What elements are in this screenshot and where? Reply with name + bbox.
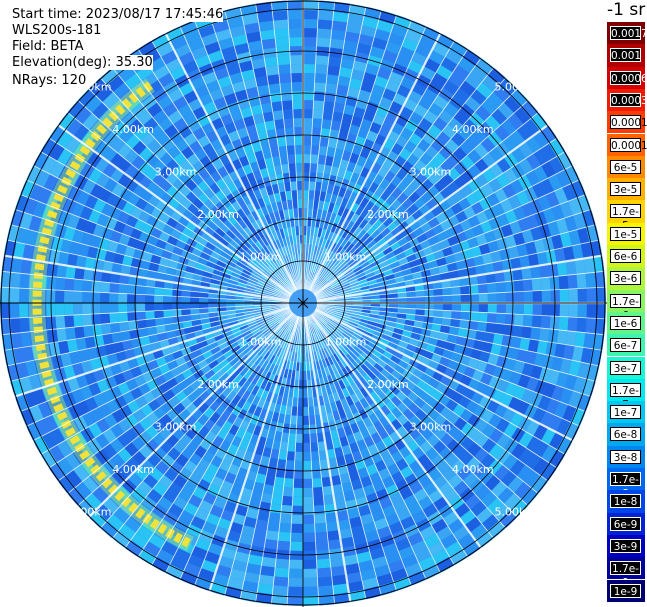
aerosol-layer-arc [29,78,194,552]
colorbar-tick-label: 1e-7 [610,405,641,420]
colorbar-swatch: 1e-9 [607,579,645,602]
range-ring-label: 3.00km [155,420,197,433]
colorbar-swatch: 0.0001 [607,133,647,156]
colorbar-swatch: 1e-6 [607,311,645,335]
colorbar-swatch: 3e-5 [607,178,645,201]
colorbar-tick-label: 6e-7 [610,338,641,353]
colorbar-tick-label: 0.0017 [610,26,647,40]
colorbar-tick-label: 6e-5 [610,159,641,174]
colorbar-tick-label: 1e-6 [610,315,641,330]
aerosol-band [32,81,193,549]
colorbar-swatch: 1.7e-6 [607,289,645,322]
range-ring-label: 1.00km [325,251,367,264]
range-ring-labels: 1.00km 1.00km 1.00km 1.00km 2.00km 2.00km 2.00… [70,81,536,519]
colorbar-swatch: 0.0006 [607,66,647,89]
range-ring-label: 4.00km [112,463,154,476]
range-ring-label: 1.00km [325,336,367,349]
range-ring-label: 2.00km [367,208,409,221]
range-ring-label: 1.00km [240,251,282,264]
colorbar-tick-label: 3e-9 [610,538,641,553]
colorbar-swatch: 3e-7 [607,356,645,379]
colorbar-tick-label: 1e-9 [610,583,641,598]
colorbar-swatch: 1e-5 [607,222,645,245]
colorbar-swatch: 6e-5 [607,155,645,179]
colorbar-tick-label: 0.0006 [610,70,647,85]
range-ring-label: 4.00km [452,123,494,136]
colorbar-swatch: 0.0017 [607,22,647,45]
colorbar-tick-label: 3e-6 [610,271,641,286]
colorbar-tick-label: 1.7e-8 [610,472,641,500]
colorbar-tick-label: 1e-8 [610,494,641,509]
colorbar-unit-label: -1 sr [607,0,646,20]
start-time-text: Start time: 2023/08/17 17:45:46 [12,7,224,22]
colorbar-swatch: 6e-7 [607,334,645,357]
colorbar-tick-label: 6e-6 [610,249,641,263]
colorbar-tick-label: 6e-9 [610,516,641,531]
range-ring-label: 3.00km [155,166,197,179]
colorbar-tick-label: 1.7e-6 [610,293,641,322]
colorbar-tick-label: 3e-5 [610,182,641,197]
colorbar-swatch: 1.7e-5 [607,200,645,232]
colorbar-swatch: 0.00017 [607,111,647,134]
instrument-id-text: WLS200s-181 [12,23,102,38]
colorbar-swatch: 0.001 [607,44,645,67]
range-ring-label: 4.00km [112,123,154,136]
colorbar-swatch: 6e-6 [607,245,645,268]
range-ring-label: 2.00km [197,378,239,391]
range-ring-label: 3.00km [410,420,452,433]
nrays-text: NRays: 120 [12,73,87,88]
colorbar-swatch: 3e-6 [607,267,645,290]
colorbar-tick-label: 1.7e-9 [610,561,641,589]
colorbar-swatch: 1.7e-9 [607,557,645,589]
range-ring-label: 3.00km [410,166,452,179]
colorbar-tick-label: 3e-8 [610,449,641,464]
colorbar-swatch: 6e-9 [607,512,645,535]
colorbar-swatch: 0.0003 [607,88,647,112]
colorbar-swatch: 6e-8 [607,423,645,446]
radar-origin-marker [296,296,310,310]
range-ring-label: 2.00km [197,208,239,221]
colorbar-swatch: 3e-8 [607,445,645,468]
colorbar-tick-label: 0.00017 [610,115,647,130]
cross-axes [0,0,607,607]
elevation-text: Elevation(deg): 35.30 [12,55,153,70]
colorbar-swatch: 1e-8 [607,490,645,513]
ray-gaps [0,0,606,606]
colorbar-tick-label: 3e-7 [610,360,641,375]
colorbar-swatch: 3e-9 [607,534,645,558]
field-text: Field: BETA [12,39,84,54]
range-ring-label: 2.00km [367,378,409,391]
colorbar-tick-label: 1e-5 [610,226,641,241]
range-ring-label: 5.00km [495,81,537,94]
colorbar-tick-label: 0.001 [610,48,642,63]
colorbar-swatch: 1.7e-8 [607,468,645,500]
colorbar-tick-label: 0.0003 [610,92,647,107]
ppi-scan-plot: 1.00km 1.00km 1.00km 1.00km 2.00km 2.00km 2.00… [0,0,607,607]
colorbar-tick-label: 6e-8 [610,427,641,442]
colorbar-swatch: 1e-7 [607,401,645,424]
colorbar-tick-label: 0.0001 [610,137,647,152]
range-ring-label: 5.00km [495,505,537,518]
range-ring-label: 5.00km [70,505,112,518]
range-ring-label: 1.00km [240,336,282,349]
colorbar-swatch: 1.7e-7 [607,378,645,411]
range-ring-label: 4.00km [452,463,494,476]
colorbar-tick-label: 1.7e-5 [610,204,641,232]
colorbar-tick-label: 1.7e-7 [610,382,641,411]
